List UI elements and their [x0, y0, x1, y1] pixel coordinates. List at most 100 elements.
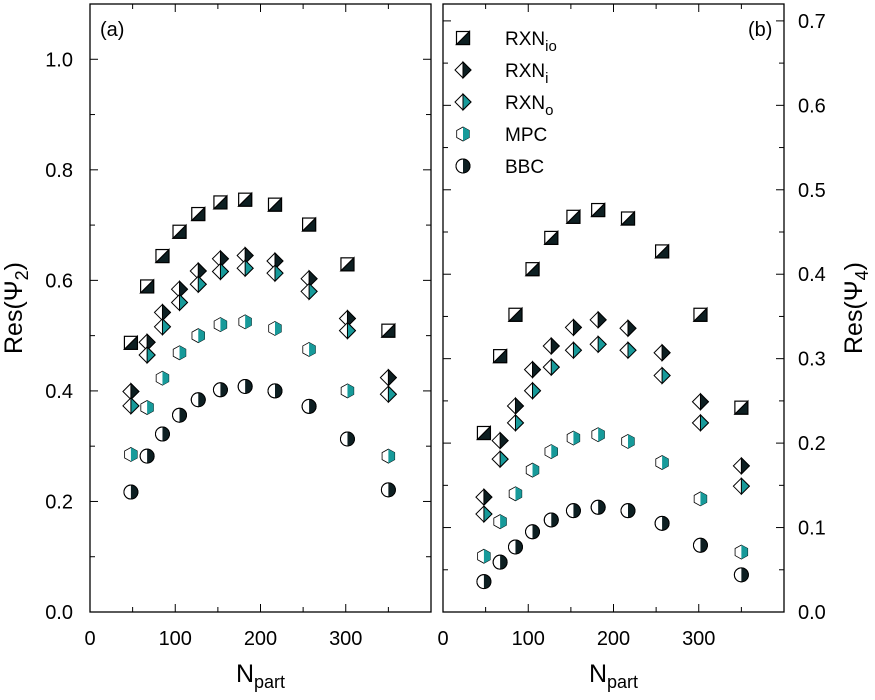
data-point [123, 484, 139, 500]
series-bbc [123, 378, 396, 500]
y-tick-label: 0.4 [798, 264, 826, 286]
data-point [525, 524, 541, 540]
data-point [213, 317, 228, 333]
series-mpc [477, 427, 749, 564]
data-point [732, 456, 751, 476]
data-point [691, 413, 710, 433]
data-point [621, 433, 635, 449]
data-point [139, 448, 155, 464]
data-point [236, 246, 254, 265]
y-tick-label: 0.8 [45, 160, 73, 182]
data-point [525, 462, 540, 478]
data-point [212, 194, 228, 210]
data-point [267, 383, 283, 399]
data-point [523, 381, 542, 400]
data-point [654, 243, 670, 259]
data-point [172, 345, 187, 361]
y-tick-label: 1.0 [45, 49, 73, 71]
legend-marker [454, 60, 472, 80]
data-point [138, 345, 156, 365]
data-point [493, 514, 507, 530]
data-point [266, 263, 284, 283]
data-point [301, 398, 317, 414]
data-point [339, 431, 355, 447]
data-point [170, 280, 189, 299]
legend-entry: RXNi [454, 60, 548, 87]
data-point [692, 306, 708, 322]
y-tick-label: 0.0 [45, 602, 73, 624]
data-point [543, 512, 559, 528]
data-point [124, 447, 138, 462]
data-point [477, 548, 491, 564]
data-point [340, 383, 355, 399]
series-rxn-i [475, 310, 751, 507]
y-tick-label: 0.4 [45, 381, 73, 403]
data-point [589, 335, 607, 354]
panel-b: 0 100 200 300 0.0 0.1 0.2 0.3 0.4 0.5 0.6 0.7 (b) Npa… [437, 3, 872, 692]
data-point [507, 539, 523, 555]
data-point [190, 392, 206, 408]
x-tick-label: 200 [244, 628, 277, 650]
x-tick-label: 200 [597, 628, 630, 650]
panel-a: 0 100 200 300 0.0 0.2 0.4 0.6 0.8 1.0 (a) Npart Res(… [0, 3, 432, 692]
y-tick-label: 0.6 [798, 95, 826, 117]
y-tick-label: 0.1 [798, 518, 826, 540]
legend-label: RXNo [505, 93, 553, 119]
data-point [212, 382, 228, 398]
panel-label: (a) [100, 19, 124, 41]
data-point [691, 392, 710, 411]
data-point [653, 366, 671, 385]
series-bbc [476, 499, 749, 590]
data-point [379, 368, 398, 387]
x-tick-label: 100 [159, 628, 192, 650]
x-tick-label: 100 [512, 628, 545, 650]
data-point [733, 567, 749, 583]
data-point [565, 503, 581, 519]
plot-frame [89, 3, 432, 613]
data-point [591, 427, 605, 443]
data-point [507, 306, 523, 322]
data-point [238, 314, 252, 330]
data-point [139, 278, 155, 294]
data-point [154, 248, 170, 264]
data-point [506, 396, 525, 416]
data-point [191, 328, 205, 344]
data-point [236, 258, 254, 278]
x-tick-label: 0 [437, 628, 448, 650]
data-point [543, 229, 559, 246]
data-point [542, 336, 560, 356]
y-tick-label: 0.0 [798, 602, 826, 624]
data-point [733, 399, 749, 415]
x-axis-title: Npart [236, 660, 285, 692]
data-point [542, 357, 560, 377]
data-point [492, 348, 508, 364]
legend-entry: MPC [456, 125, 547, 146]
data-point [693, 491, 708, 507]
data-point [189, 275, 207, 294]
x-axis-title: Npart [589, 660, 638, 692]
series-mpc [124, 314, 396, 464]
legend-label: RXNi [505, 61, 548, 87]
data-point [122, 396, 140, 416]
legend-label: BBC [505, 157, 544, 178]
data-point [475, 504, 493, 524]
data-point [339, 256, 355, 272]
data-point [564, 318, 583, 337]
legend-marker [455, 30, 471, 46]
legend-entry: RXNo [454, 92, 553, 119]
data-point [732, 476, 751, 496]
data-point [122, 382, 140, 401]
data-point [524, 261, 540, 277]
data-point [170, 293, 189, 312]
data-point [153, 317, 172, 336]
legend-entry: RXNio [455, 29, 557, 55]
data-point [379, 385, 398, 404]
data-point [237, 191, 253, 207]
data-point [302, 341, 316, 357]
data-point [491, 431, 509, 450]
data-point [301, 216, 317, 232]
y-axis-title: Res(Ψ4) [840, 262, 872, 354]
data-point [654, 515, 670, 531]
data-point [138, 333, 156, 352]
legend: RXNio RXNi RXNo MPC BBC [454, 29, 557, 178]
